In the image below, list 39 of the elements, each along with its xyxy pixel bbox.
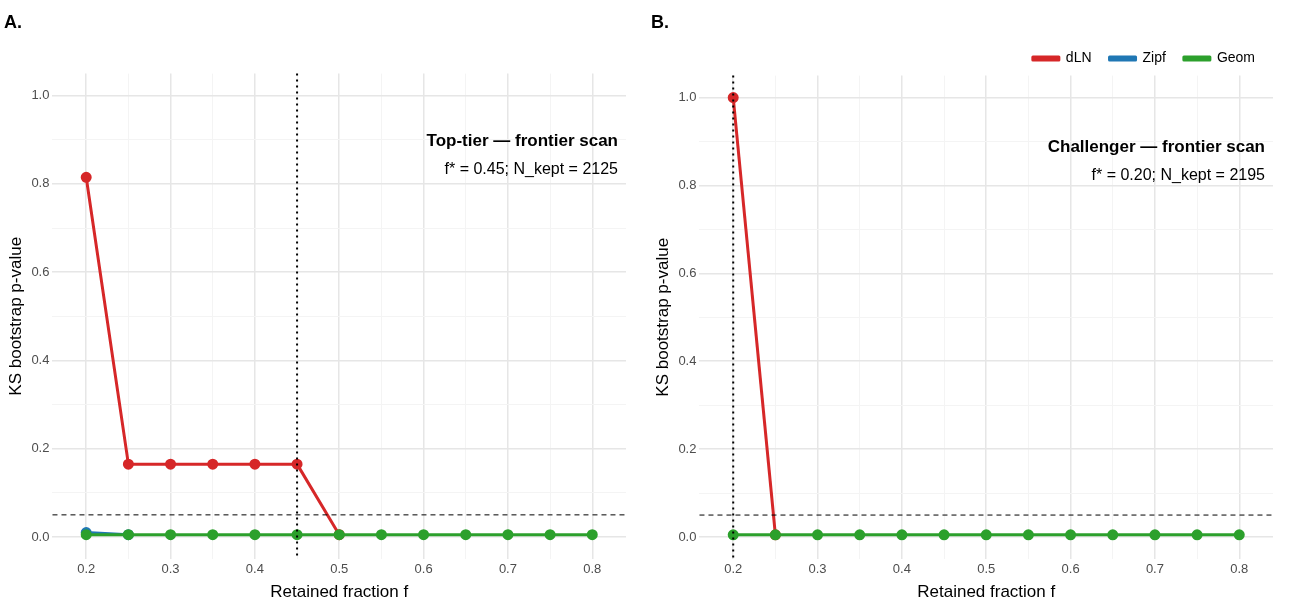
y-tick-label: 0.0 <box>678 528 697 544</box>
x-tick-label: 0.6 <box>1061 561 1080 577</box>
y-axis-title: KS bootstrap p-value <box>652 237 672 397</box>
x-tick-label: 0.7 <box>1145 561 1164 577</box>
x-tick-label: 0.7 <box>498 561 517 577</box>
x-tick-label: 0.2 <box>77 561 96 577</box>
legend-label: Zipf <box>1142 49 1166 66</box>
x-tick-label: 0.5 <box>977 561 996 577</box>
annotation: f* = 0.20; N_kept = 2195 <box>1091 166 1266 185</box>
annotation: Challenger — frontier scan <box>1047 137 1265 157</box>
annotation: f* = 0.45; N_kept = 2125 <box>444 159 619 178</box>
y-tick-label: 0.0 <box>31 528 50 544</box>
x-tick-label: 0.3 <box>808 561 827 577</box>
legend-label: dLN <box>1065 49 1092 66</box>
x-axis-title: Retained fraction f <box>270 582 409 602</box>
y-tick-label: 0.8 <box>678 177 697 193</box>
y-tick-label: 0.6 <box>31 263 50 279</box>
chart-title: A. <box>4 11 22 32</box>
y-tick-label: 0.2 <box>31 440 50 456</box>
y-tick-label: 0.2 <box>678 440 697 456</box>
x-axis-title: Retained fraction f <box>917 582 1056 602</box>
annotation: Top-tier — frontier scan <box>426 130 618 150</box>
x-tick-label: 0.5 <box>330 561 349 577</box>
y-tick-label: 0.4 <box>31 352 50 368</box>
y-tick-label: 0.4 <box>678 352 697 368</box>
x-tick-label: 0.8 <box>583 561 602 577</box>
y-tick-label: 0.8 <box>31 175 50 191</box>
legend-label: Geom <box>1216 49 1255 66</box>
x-tick-label: 0.4 <box>245 561 264 577</box>
x-tick-label: 0.2 <box>724 561 743 577</box>
y-tick-label: 0.6 <box>678 264 697 280</box>
x-tick-label: 0.3 <box>161 561 180 577</box>
y-tick-label: 1.0 <box>31 87 50 103</box>
y-axis-title: KS bootstrap p-value <box>5 236 25 396</box>
y-tick-label: 1.0 <box>678 89 697 105</box>
x-tick-label: 0.8 <box>1230 561 1249 577</box>
x-tick-label: 0.4 <box>892 561 911 577</box>
x-tick-label: 0.6 <box>414 561 433 577</box>
chart-title: B. <box>651 11 669 32</box>
